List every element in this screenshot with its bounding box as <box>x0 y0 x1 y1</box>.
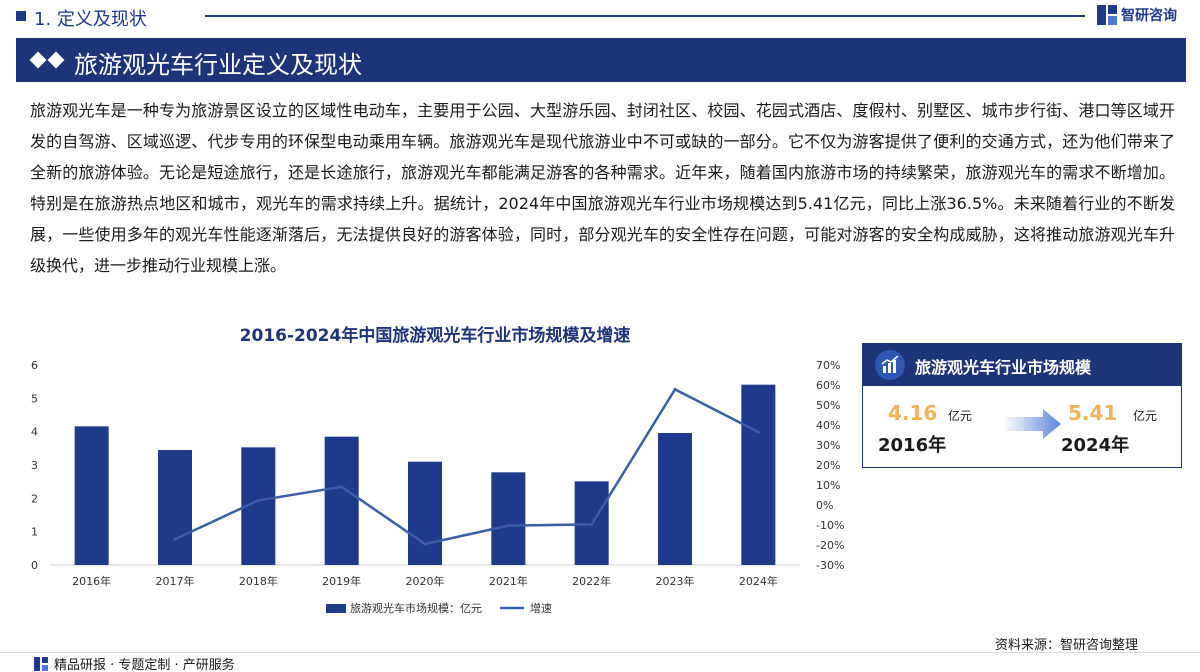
growth-point <box>340 485 344 489</box>
x-tick-label: 2022年 <box>572 574 611 588</box>
bar <box>158 450 192 565</box>
x-tick-label: 2020年 <box>406 574 445 588</box>
y-left-tick-label: 4 <box>31 426 38 439</box>
section-title: 1. 定义及现状 <box>34 9 147 30</box>
bar <box>658 433 692 565</box>
brand-name: 智研咨询 <box>1121 8 1177 24</box>
bar <box>741 384 776 565</box>
x-tick-label: 2024年 <box>739 574 778 588</box>
bar <box>491 472 526 565</box>
logo-icon <box>1097 5 1117 25</box>
diamond-icon <box>29 51 47 69</box>
growth-point <box>256 498 260 502</box>
bar <box>74 426 109 565</box>
combo-chart: 0 1 2 3 4 5 6 -30% -20% -10% 0% 10% 20% 30% 40% 50% 60% 7… <box>31 359 844 615</box>
legend-bar-label: 旅游观光车市场规模：亿元 <box>350 601 482 615</box>
section-marker <box>16 11 26 21</box>
y-right-tick-label: 50% <box>816 399 840 412</box>
end-unit: 亿元 <box>1133 409 1158 423</box>
start-value: 4.16 <box>888 401 938 425</box>
y-right-tick-label: 70% <box>816 359 840 372</box>
y-right-tick-label: -20% <box>816 539 844 552</box>
y-right-tick-label: 40% <box>816 419 840 432</box>
bar <box>408 461 442 565</box>
info-box-title: 旅游观光车行业市场规模 <box>915 358 1092 377</box>
y-right-tick-label: 0% <box>816 499 833 512</box>
growth-point <box>173 537 177 541</box>
x-tick-label: 2021年 <box>489 574 528 588</box>
growth-line <box>174 387 759 546</box>
diamond-icon <box>47 51 65 69</box>
start-unit: 亿元 <box>948 409 973 423</box>
y-left-tick-label: 0 <box>31 559 38 572</box>
brand-logo: 智研咨询 <box>1097 5 1177 25</box>
y-left-tick-label: 2 <box>31 492 38 505</box>
source-note: 资料来源：智研咨询整理 <box>995 638 1139 653</box>
end-value: 5.41 <box>1068 401 1118 425</box>
growth-point <box>673 387 677 391</box>
y-left-tick-label: 6 <box>31 359 38 372</box>
page-title: 旅游观光车行业定义及现状 <box>74 51 362 79</box>
x-tick-label: 2017年 <box>156 574 195 588</box>
chart-title: 2016-2024年中国旅游观光车行业市场规模及增速 <box>239 326 631 346</box>
header-rule <box>205 15 1085 17</box>
x-tick-label: 2023年 <box>656 574 695 588</box>
title-bar: 旅游观光车行业定义及现状 <box>16 38 1186 82</box>
info-box-header: 旅游观光车行业市场规模 <box>863 344 1181 386</box>
x-tick-label: 2016年 <box>72 574 111 588</box>
y-left-tick-label: 5 <box>31 392 38 405</box>
growth-point <box>590 522 594 526</box>
top-header: 1. 定义及现状 智研咨询 <box>0 0 1200 32</box>
body-paragraph: 旅游观光车是一种专为旅游景区设立的区域性电动车，主要用于公园、大型游乐园、封闭社… <box>30 101 1175 275</box>
logo-icon <box>34 656 48 671</box>
y-left-tick-label: 1 <box>31 526 38 539</box>
start-year: 2016年 <box>878 435 947 456</box>
end-year: 2024年 <box>1061 435 1130 456</box>
y-right-tick-label: 20% <box>816 459 840 472</box>
x-tick-label: 2018年 <box>239 574 278 588</box>
footer: 精品研报 · 专题定制 · 产研服务 <box>34 654 235 672</box>
bar-chart-icon <box>875 350 905 380</box>
info-box: 旅游观光车行业市场规模 4.16 亿元 2016年 5.41 亿元 2024年 <box>862 343 1182 468</box>
x-tick-label: 2019年 <box>322 574 361 588</box>
y-right-tick-label: -30% <box>816 559 844 572</box>
y-left-tick-label: 3 <box>31 459 38 472</box>
growth-point <box>756 430 760 434</box>
growth-point <box>423 542 427 546</box>
growth-point <box>506 524 510 528</box>
y-right-tick-label: 10% <box>816 479 840 492</box>
legend-bar-swatch <box>326 604 346 613</box>
y-right-tick-label: -10% <box>816 519 844 532</box>
bar <box>324 436 359 565</box>
legend-line-label: 增速 <box>530 601 552 615</box>
footer-rule <box>0 652 1200 653</box>
arrow-right-icon <box>1003 409 1063 443</box>
y-right-tick-label: 30% <box>816 439 840 452</box>
footer-services: 精品研报 · 专题定制 · 产研服务 <box>54 658 235 672</box>
y-right-tick-label: 60% <box>816 379 840 392</box>
